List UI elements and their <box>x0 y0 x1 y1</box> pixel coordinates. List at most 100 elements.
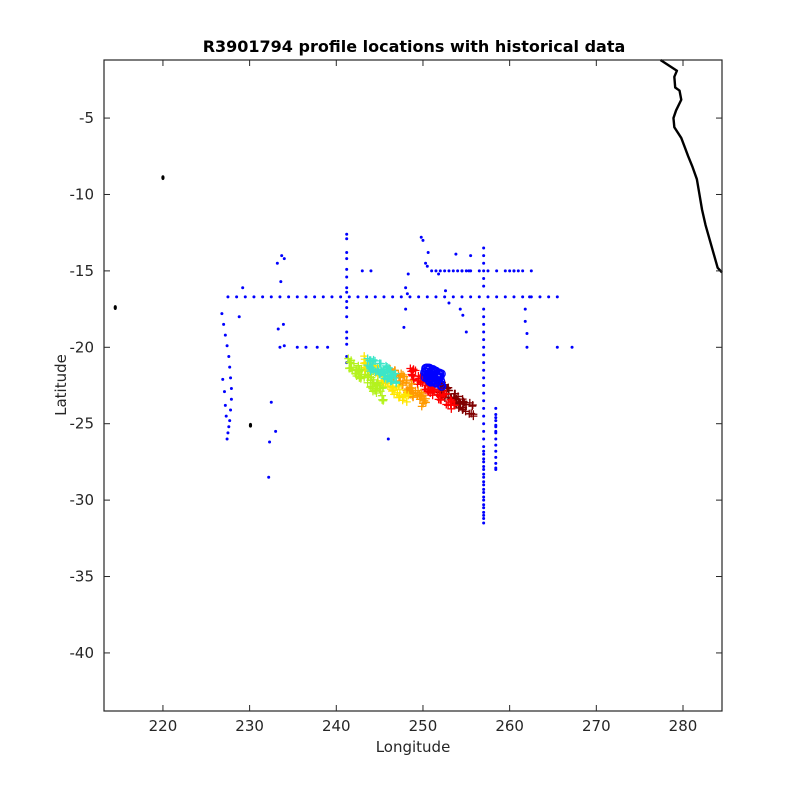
historical-point <box>229 387 233 391</box>
historical-point <box>482 345 486 349</box>
historical-point <box>482 322 486 326</box>
historical-point <box>313 295 317 299</box>
historical-point <box>345 275 349 279</box>
profile-point <box>372 388 381 397</box>
historical-point <box>252 295 256 299</box>
historical-point <box>281 322 285 326</box>
historical-point <box>482 399 486 403</box>
historical-point <box>391 295 395 299</box>
y-tick-label: -15 <box>70 262 95 280</box>
historical-point <box>464 269 468 273</box>
historical-point <box>512 269 516 273</box>
historical-point <box>494 449 498 453</box>
profile-point <box>376 359 385 368</box>
historical-point <box>226 295 230 299</box>
x-tick-label: 220 <box>149 717 178 735</box>
historical-point <box>345 267 349 271</box>
historical-point <box>345 354 349 358</box>
historical-point <box>460 295 464 299</box>
profile-cluster <box>344 354 388 405</box>
historical-point <box>482 376 486 380</box>
historical-point <box>278 295 282 299</box>
historical-point <box>425 264 429 268</box>
historical-point <box>225 437 229 441</box>
historical-point <box>345 251 349 255</box>
historical-point <box>482 269 486 273</box>
historical-point <box>516 269 520 273</box>
historical-point <box>482 338 486 342</box>
historical-point <box>280 254 284 258</box>
historical-point <box>482 460 486 464</box>
historical-point <box>477 269 481 273</box>
historical-point <box>227 425 231 429</box>
historical-point <box>464 330 468 334</box>
historical-point <box>274 429 278 433</box>
historical-point <box>482 464 486 468</box>
profile-point <box>433 390 442 399</box>
historical-point <box>482 261 486 265</box>
historical-point <box>345 232 349 236</box>
profile-point <box>366 367 375 376</box>
historical-points-layer <box>220 232 574 525</box>
historical-point <box>345 299 349 303</box>
profile-point <box>458 395 467 404</box>
profile-point <box>421 394 430 403</box>
historical-point <box>373 295 377 299</box>
profile-point <box>407 370 416 379</box>
historical-point <box>482 330 486 334</box>
historical-point <box>278 345 282 349</box>
historical-point <box>447 301 451 305</box>
historical-point <box>443 269 447 273</box>
profile-point <box>465 409 474 418</box>
historical-point <box>469 254 473 258</box>
historical-point <box>267 475 271 479</box>
historical-point <box>434 269 438 273</box>
x-tick-label: 250 <box>409 717 438 735</box>
profile-point <box>384 363 393 372</box>
profile-cluster <box>363 354 401 388</box>
historical-point <box>570 345 574 349</box>
profile-points-layer <box>344 352 478 421</box>
historical-point <box>523 307 527 311</box>
historical-point <box>486 269 490 273</box>
profile-point <box>386 377 395 386</box>
profile-point <box>433 371 443 381</box>
historical-point <box>482 422 486 426</box>
historical-point <box>321 295 325 299</box>
historical-point <box>406 272 410 276</box>
profile-point <box>363 354 372 363</box>
historical-point <box>495 269 499 273</box>
historical-point <box>482 353 486 357</box>
island-mark <box>113 305 117 310</box>
x-axis-label: Longitude <box>376 738 451 756</box>
x-tick-label: 280 <box>669 717 698 735</box>
historical-point <box>282 257 286 261</box>
historical-point <box>482 513 486 517</box>
historical-point <box>315 345 319 349</box>
historical-point <box>482 506 486 510</box>
y-tick-label: -30 <box>70 491 95 509</box>
profile-point <box>407 379 416 388</box>
historical-point <box>451 269 455 273</box>
historical-point <box>494 406 498 410</box>
historical-point <box>345 286 349 290</box>
historical-point <box>276 327 280 331</box>
historical-point <box>494 423 498 427</box>
historical-point <box>282 344 286 348</box>
historical-point <box>241 286 245 290</box>
profile-point <box>402 378 411 387</box>
historical-point <box>369 269 373 273</box>
historical-point <box>482 487 486 491</box>
profile-point <box>460 398 469 407</box>
historical-point <box>228 365 232 369</box>
historical-point <box>482 498 486 502</box>
historical-point <box>451 295 455 299</box>
historical-point <box>419 235 423 239</box>
historical-point <box>482 468 486 472</box>
historical-point <box>229 376 233 380</box>
profile-point <box>355 366 364 375</box>
profile-point <box>367 373 376 382</box>
historical-point <box>330 295 334 299</box>
historical-point <box>229 408 233 412</box>
